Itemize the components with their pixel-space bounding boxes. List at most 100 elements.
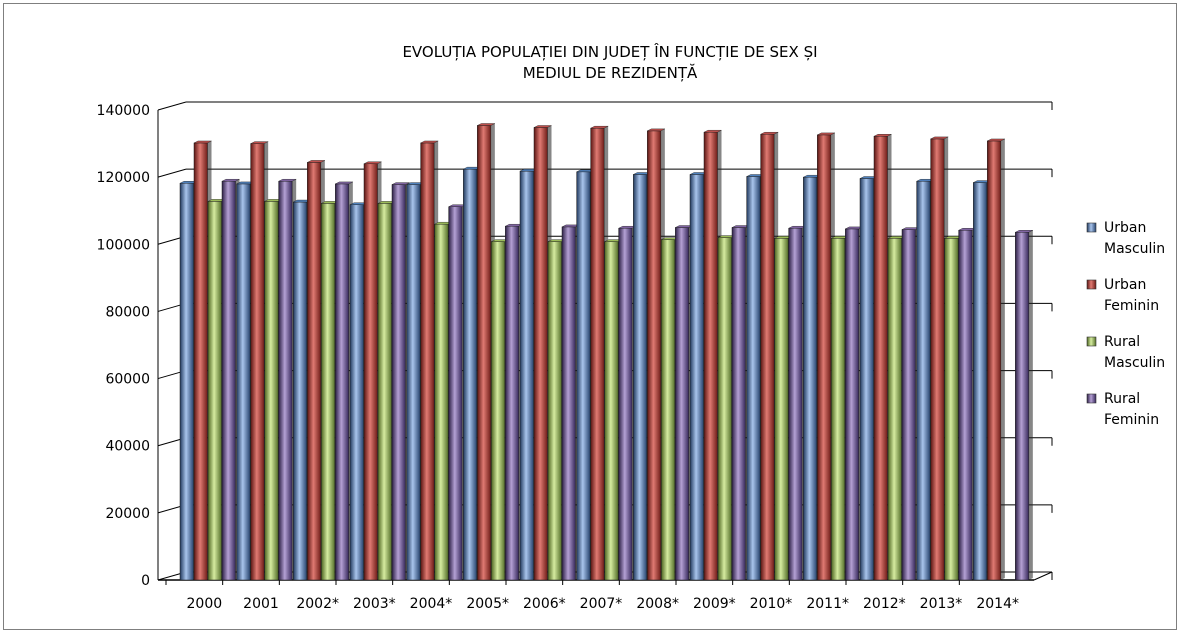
- bar-urban-masculin: [293, 201, 308, 581]
- bar-urban-masculin: [973, 182, 988, 581]
- chart-title-line-2: MEDIUL DE REZIDENȚĂ: [523, 63, 698, 82]
- bar-urban-masculin: [236, 183, 251, 581]
- bar-urban-masculin: [746, 176, 761, 581]
- x-tick-label: 2008*: [636, 596, 679, 612]
- bar-rural-masculin: [717, 237, 732, 581]
- x-tick-label: 2002*: [296, 596, 339, 612]
- legend-label: Masculin: [1104, 241, 1165, 257]
- chart-title: EVOLUȚIA POPULAȚIEI DIN JUDEȚ ÎN FUNCȚIE…: [402, 42, 817, 82]
- bar-side: [1028, 230, 1033, 580]
- bar-rural-feminin: [901, 229, 916, 581]
- legend-swatch: [1086, 393, 1097, 404]
- bar-urban-feminin: [420, 142, 435, 581]
- legend-label: Urban: [1104, 277, 1146, 293]
- y-tick-label: 80000: [105, 304, 150, 320]
- bar-rural-feminin: [731, 227, 746, 581]
- chart-frame: EVOLUȚIA POPULAȚIEI DIN JUDEȚ ÎN FUNCȚIE…: [3, 3, 1177, 630]
- y-tick-label: 20000: [105, 506, 150, 522]
- gridline-slant: [157, 101, 187, 111]
- bar-urban-feminin: [760, 133, 775, 581]
- floor-edge: [1033, 571, 1053, 581]
- bar-rural-masculin: [774, 238, 789, 581]
- bar-rural-feminin: [561, 226, 576, 581]
- y-tick-label: 120000: [97, 170, 150, 186]
- bar-urban-feminin: [250, 143, 265, 581]
- bar-urban-feminin: [647, 130, 662, 581]
- bar-urban-masculin: [576, 171, 591, 581]
- bar-urban-feminin: [307, 162, 322, 581]
- bar-urban-masculin: [406, 184, 421, 581]
- bar-urban-masculin: [179, 182, 194, 581]
- bar-urban-feminin: [873, 135, 888, 581]
- bar-chart: EVOLUȚIA POPULAȚIEI DIN JUDEȚ ÎN FUNCȚIE…: [97, 42, 1166, 612]
- bar-urban-masculin: [803, 176, 818, 581]
- bar-urban-feminin: [930, 138, 945, 581]
- x-tick-label: 2011*: [806, 596, 849, 612]
- x-tick-labels: 2000 2001 2002* 2003* 2004* 2005* 2006* 2007* 20…: [187, 596, 1019, 612]
- bar-rural-masculin: [887, 238, 902, 581]
- x-tick-label: 2001: [243, 596, 279, 612]
- y-tick-label: 0: [141, 573, 150, 589]
- bar-rural-masculin: [434, 223, 449, 581]
- x-tick-label: 2003*: [353, 596, 396, 612]
- bar-urban-masculin: [916, 180, 931, 581]
- bar-rural-feminin: [278, 180, 293, 581]
- bar-urban-feminin: [590, 127, 605, 581]
- x-tick-label: 2004*: [410, 596, 453, 612]
- x-tick-label: 2010*: [750, 596, 793, 612]
- bar-urban-masculin: [349, 204, 364, 581]
- legend-swatch: [1086, 336, 1097, 347]
- x-tick-label: 2007*: [580, 596, 623, 612]
- x-tick-label: 2012*: [863, 596, 906, 612]
- bar-urban-masculin: [689, 174, 704, 581]
- x-tick-label: 2005*: [466, 596, 509, 612]
- bar-urban-feminin: [703, 131, 718, 581]
- legend-label: Urban: [1104, 220, 1146, 236]
- bar-rural-feminin: [958, 229, 973, 581]
- x-tick-label: 2000: [187, 596, 223, 612]
- bar-rural-masculin: [321, 203, 336, 581]
- bars: [179, 123, 1033, 581]
- legend-label: Rural: [1104, 334, 1140, 350]
- bar-rural-feminin: [448, 206, 463, 581]
- bar-rural-masculin: [491, 241, 506, 581]
- bar-rural-feminin: [1015, 232, 1030, 581]
- bar-urban-masculin: [463, 168, 478, 581]
- bar-rural-masculin: [264, 201, 279, 581]
- legend-label: Feminin: [1104, 298, 1159, 314]
- y-tick-labels: 0 20000 40000 60000 80000 100000 120000 140000: [97, 103, 150, 589]
- bar-rural-feminin: [675, 227, 690, 581]
- bar-side: [1000, 138, 1005, 580]
- bar-rural-masculin: [207, 201, 222, 581]
- y-tick-label: 40000: [105, 439, 150, 455]
- legend-label: Feminin: [1104, 412, 1159, 428]
- bar-urban-feminin: [817, 134, 832, 581]
- bar-rural-masculin: [831, 238, 846, 581]
- bar-urban-feminin: [477, 125, 492, 581]
- bar-rural-feminin: [845, 228, 860, 581]
- x-tick-label: 2014*: [976, 596, 1019, 612]
- bar-rural-feminin: [788, 227, 803, 581]
- bar-urban-feminin: [533, 127, 548, 581]
- x-tick-label: 2006*: [523, 596, 566, 612]
- x-tick-label: 2009*: [693, 596, 736, 612]
- bar-rural-masculin: [377, 203, 392, 581]
- bar-rural-masculin: [944, 238, 959, 581]
- bar-urban-feminin: [363, 163, 378, 581]
- bar-rural-feminin: [391, 184, 406, 581]
- bar-rural-masculin: [604, 241, 619, 581]
- y-tick-label: 100000: [97, 237, 150, 253]
- legend: Urban Masculin Urban Feminin Rural Masculin Ru…: [1086, 220, 1165, 428]
- legend-swatch: [1086, 222, 1097, 233]
- bar-rural-masculin: [661, 239, 676, 581]
- bar-urban-masculin: [633, 174, 648, 581]
- bar-rural-feminin: [221, 180, 236, 581]
- bar-rural-feminin: [618, 227, 633, 581]
- x-tick-label: 2013*: [920, 596, 963, 612]
- gridline-slant: [157, 168, 187, 178]
- legend-swatch: [1086, 279, 1097, 290]
- bar-rural-masculin: [547, 241, 562, 581]
- bar-urban-masculin: [859, 178, 874, 581]
- bar-urban-feminin: [987, 140, 1002, 581]
- legend-label: Masculin: [1104, 355, 1165, 371]
